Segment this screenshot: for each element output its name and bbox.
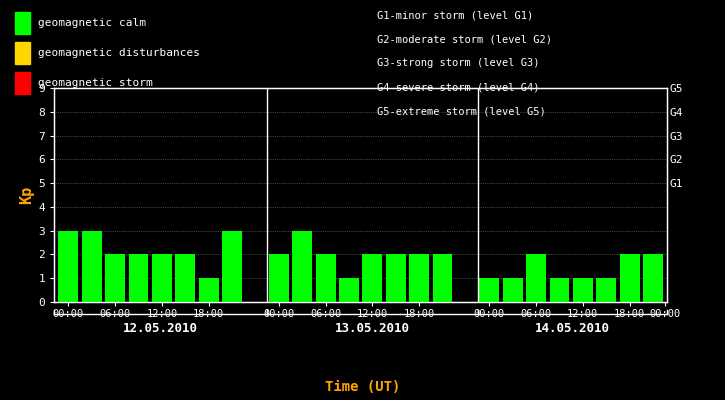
Text: G4-severe storm (level G4): G4-severe storm (level G4): [377, 82, 539, 92]
Bar: [199, 278, 219, 302]
Bar: [292, 231, 312, 302]
Bar: [152, 254, 172, 302]
Bar: [105, 254, 125, 302]
Text: 12.05.2010: 12.05.2010: [123, 322, 198, 334]
Text: G1-minor storm (level G1): G1-minor storm (level G1): [377, 10, 534, 20]
Bar: [269, 254, 289, 302]
Bar: [550, 278, 569, 302]
Bar: [573, 278, 593, 302]
Text: geomagnetic calm: geomagnetic calm: [38, 18, 146, 28]
Bar: [175, 254, 195, 302]
Bar: [128, 254, 149, 302]
Bar: [339, 278, 359, 302]
Bar: [386, 254, 406, 302]
Text: geomagnetic disturbances: geomagnetic disturbances: [38, 48, 199, 58]
Bar: [362, 254, 382, 302]
Bar: [643, 254, 663, 302]
Bar: [502, 278, 523, 302]
Bar: [433, 254, 452, 302]
Text: geomagnetic storm: geomagnetic storm: [38, 78, 152, 88]
Bar: [479, 278, 500, 302]
Bar: [82, 231, 102, 302]
Text: 13.05.2010: 13.05.2010: [335, 322, 410, 334]
Text: G5-extreme storm (level G5): G5-extreme storm (level G5): [377, 106, 546, 116]
Text: 14.05.2010: 14.05.2010: [535, 322, 610, 334]
Bar: [526, 254, 546, 302]
Text: Time (UT): Time (UT): [325, 380, 400, 394]
Bar: [315, 254, 336, 302]
Text: G2-moderate storm (level G2): G2-moderate storm (level G2): [377, 34, 552, 44]
Text: G3-strong storm (level G3): G3-strong storm (level G3): [377, 58, 539, 68]
Bar: [59, 231, 78, 302]
Bar: [620, 254, 639, 302]
Y-axis label: Kp: Kp: [20, 186, 34, 204]
Bar: [596, 278, 616, 302]
Bar: [409, 254, 429, 302]
Bar: [222, 231, 242, 302]
